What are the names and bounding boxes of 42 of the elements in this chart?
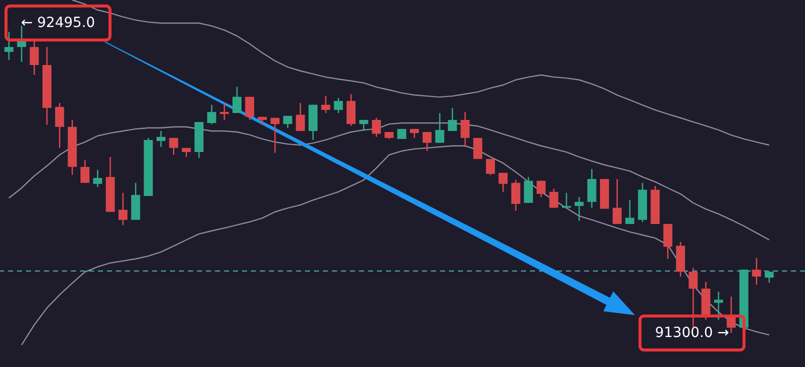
candlestick <box>55 102 64 149</box>
candlestick <box>207 104 216 125</box>
candlestick <box>511 179 520 212</box>
candlestick <box>587 168 596 208</box>
annotation: ← 92495.0 <box>20 15 96 31</box>
candlestick <box>118 192 128 226</box>
candlestick <box>4 31 14 60</box>
candlestick <box>372 117 381 138</box>
candlestick <box>486 158 495 176</box>
candlestick <box>524 176 533 204</box>
candlestick <box>752 257 762 286</box>
candlestick <box>93 169 102 188</box>
candlestick <box>169 137 178 156</box>
candlestick <box>562 192 571 208</box>
candlestick <box>435 112 444 144</box>
candlestick <box>625 199 634 225</box>
candlestick <box>30 39 39 76</box>
candlestick <box>663 223 672 260</box>
candlestick <box>688 267 698 328</box>
candlestick <box>232 86 242 114</box>
candlestick <box>498 172 508 192</box>
candlestick <box>422 131 432 152</box>
candlestick <box>346 93 356 126</box>
candlestick <box>283 115 292 129</box>
candlestick <box>296 102 305 132</box>
candlestick <box>574 196 584 222</box>
candlestick <box>473 137 482 160</box>
candlestick <box>549 188 558 208</box>
candlestick <box>764 271 774 284</box>
annotation: 91300.0 → <box>654 325 730 341</box>
candlestick <box>220 102 229 121</box>
candlestick <box>448 107 457 132</box>
candlestick <box>536 180 546 198</box>
candlestick <box>612 178 622 225</box>
candlestick <box>156 130 166 148</box>
candlestick <box>334 97 343 114</box>
candlestick <box>245 96 254 121</box>
candlestick <box>460 111 470 148</box>
candlestick <box>270 117 280 154</box>
candlestick <box>321 95 330 114</box>
candlestick <box>714 291 724 320</box>
candlestick <box>80 159 90 184</box>
